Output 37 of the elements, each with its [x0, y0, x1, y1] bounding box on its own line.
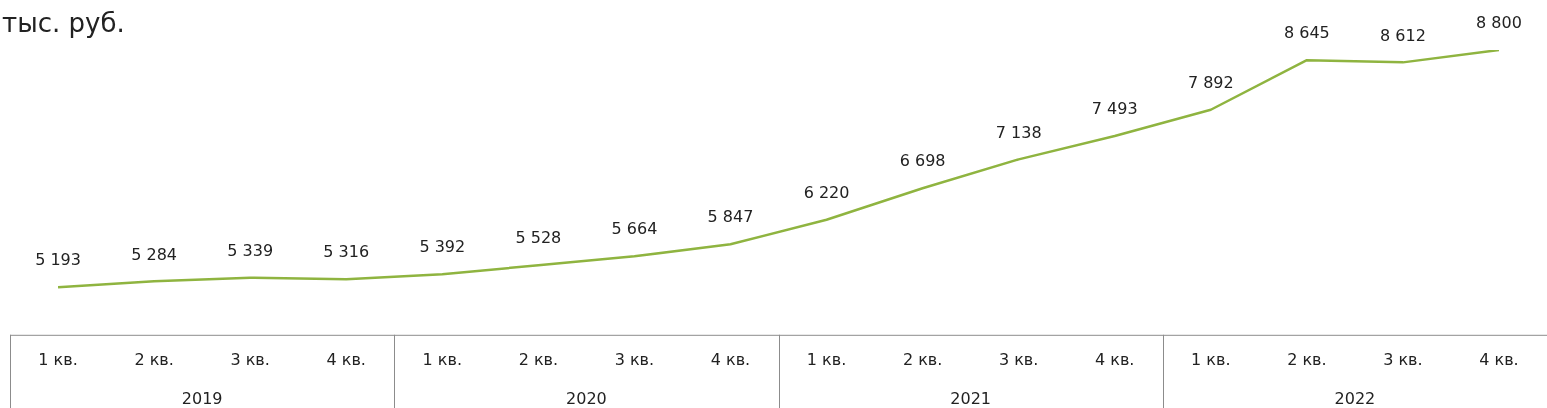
- text: 2021: [950, 389, 991, 408]
- data-label: 5 284: [131, 244, 177, 264]
- data-label: 5 528: [515, 228, 562, 248]
- x-tick-label: 4 кв.: [1094, 349, 1135, 369]
- x-tick-label: 3 кв.: [230, 349, 270, 369]
- data-label: 8 800: [1476, 13, 1522, 33]
- x-tick-label: 4 кв.: [326, 349, 366, 369]
- x-tick-label: 3 кв.: [1383, 349, 1423, 369]
- data-label: 5 316: [323, 242, 370, 262]
- text: 2022: [1334, 389, 1376, 408]
- x-tick-label: 1 кв.: [806, 349, 847, 369]
- x-tick-label: 4 кв.: [710, 349, 751, 369]
- x-tick-label: 3 кв.: [998, 349, 1039, 369]
- data-label: 6 220: [803, 182, 850, 202]
- x-tick-label: 1 кв.: [38, 349, 78, 369]
- x-tick-label: 2 кв.: [518, 349, 559, 369]
- text: 2019: [181, 389, 223, 408]
- data-label: 7 892: [1187, 72, 1234, 92]
- data-label: 6 698: [899, 151, 946, 171]
- text: 2020: [566, 389, 607, 408]
- x-tick-label: 1 кв.: [422, 349, 463, 369]
- data-label: 5 339: [227, 240, 274, 260]
- x-tick-label: 4 кв.: [1479, 349, 1519, 369]
- x-tick-label: 2 кв.: [1287, 349, 1327, 369]
- data-label: 7 138: [995, 122, 1042, 142]
- x-tick-label: 2 кв.: [134, 349, 174, 369]
- y-axis-title: тыс. руб.: [2, 7, 125, 38]
- x-tick-label: 1 кв.: [1191, 349, 1231, 369]
- x-tick-label: 3 кв.: [614, 349, 655, 369]
- data-label: 5 847: [707, 207, 754, 227]
- data-label: 8 645: [1283, 23, 1330, 43]
- data-label: 5 392: [419, 237, 466, 257]
- data-label: 5 664: [611, 219, 658, 239]
- data-label: 8 612: [1380, 25, 1426, 45]
- data-label: 7 493: [1091, 99, 1138, 119]
- x-tick-label: 2 кв.: [902, 349, 943, 369]
- data-label: 5 193: [35, 250, 81, 270]
